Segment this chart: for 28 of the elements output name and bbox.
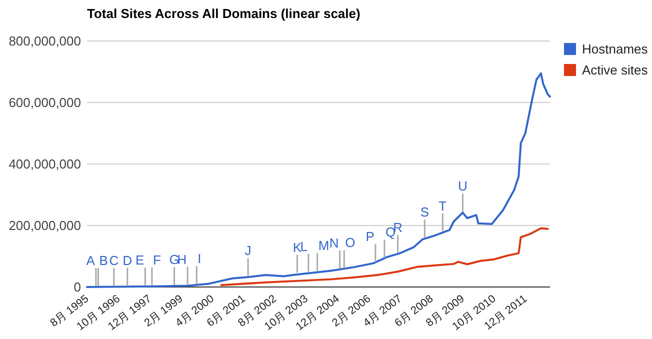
annotation: J [244, 243, 252, 258]
y-tick-label: 800,000,000 [8, 34, 81, 49]
annotation: U [458, 178, 468, 194]
annotation: M [318, 238, 330, 254]
annotation: B [99, 253, 108, 268]
annotation: F [152, 252, 161, 268]
annotation: I [198, 251, 202, 266]
annotation: L [300, 238, 308, 254]
y-tick-label: 400,000,000 [8, 156, 81, 172]
line-series [86, 72, 551, 288]
annotation: C [109, 253, 119, 268]
annotation: T [438, 198, 447, 214]
annotation: G [169, 252, 180, 268]
annotation: K [292, 240, 302, 255]
annotation: H [177, 252, 187, 267]
annotation: P [366, 229, 374, 244]
legend-label: Hostnames [582, 42, 648, 57]
annotation: D [122, 253, 132, 268]
annotation: E [136, 252, 145, 268]
y-tick-label: 0 [74, 280, 81, 295]
annotation: A [86, 253, 96, 268]
chart-title: Total Sites Across All Domains (linear scale) [87, 6, 360, 21]
y-tick-label: 600,000,000 [8, 95, 81, 110]
annotation: N [329, 235, 339, 250]
legend-label: Active sites [582, 62, 648, 78]
annotation: S [420, 204, 430, 220]
annotation: O [345, 235, 356, 250]
y-tick-label: 200,000,000 [8, 218, 81, 234]
